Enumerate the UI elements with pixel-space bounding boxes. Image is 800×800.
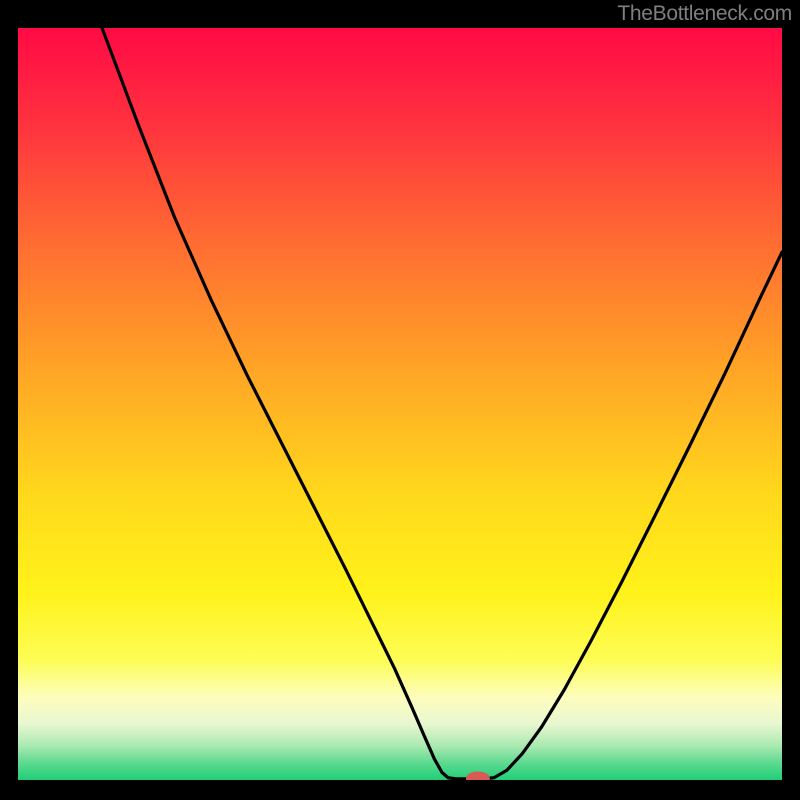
chart-container: TheBottleneck.com <box>0 0 800 800</box>
watermark-label: TheBottleneck.com <box>617 2 792 26</box>
bottleneck-chart <box>0 0 800 800</box>
gradient-background <box>18 28 782 780</box>
